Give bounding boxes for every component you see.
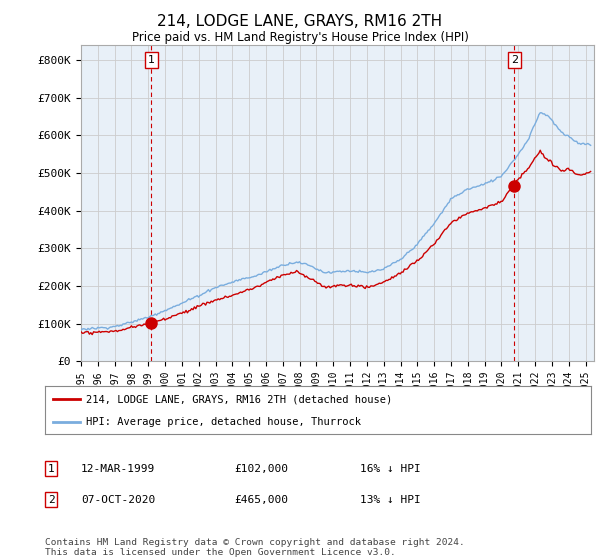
Text: 07-OCT-2020: 07-OCT-2020 [81,494,155,505]
Text: 16% ↓ HPI: 16% ↓ HPI [360,464,421,474]
Text: £465,000: £465,000 [234,494,288,505]
Text: 1: 1 [148,55,155,65]
Text: 2: 2 [511,55,518,65]
Text: 13% ↓ HPI: 13% ↓ HPI [360,494,421,505]
Text: 214, LODGE LANE, GRAYS, RM16 2TH: 214, LODGE LANE, GRAYS, RM16 2TH [157,14,443,29]
Text: 2: 2 [47,494,55,505]
Text: £102,000: £102,000 [234,464,288,474]
Text: Contains HM Land Registry data © Crown copyright and database right 2024.
This d: Contains HM Land Registry data © Crown c… [45,538,465,557]
Text: HPI: Average price, detached house, Thurrock: HPI: Average price, detached house, Thur… [86,417,361,427]
Text: 214, LODGE LANE, GRAYS, RM16 2TH (detached house): 214, LODGE LANE, GRAYS, RM16 2TH (detach… [86,394,392,404]
Text: 1: 1 [47,464,55,474]
Text: 12-MAR-1999: 12-MAR-1999 [81,464,155,474]
Text: Price paid vs. HM Land Registry's House Price Index (HPI): Price paid vs. HM Land Registry's House … [131,31,469,44]
